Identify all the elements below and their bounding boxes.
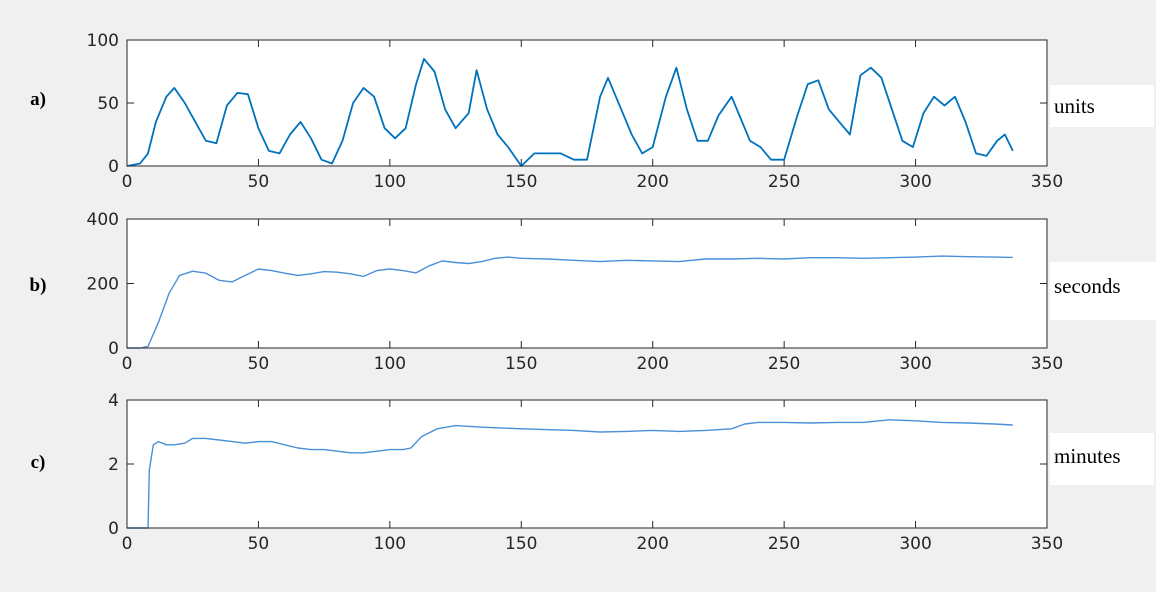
panel-b: 0 50 100 150 200 250 300 350 0 200 400 <box>87 210 1064 374</box>
x-tick-label-c: 100 <box>374 534 406 554</box>
axes-frame-c <box>126 399 1048 529</box>
y-tick-label-c: 4 <box>108 391 119 411</box>
x-tick-label-b: 250 <box>768 354 800 374</box>
y-tick-label-a: 50 <box>97 94 119 114</box>
axes-frame-b <box>126 218 1048 349</box>
x-tick-label-c: 350 <box>1031 534 1063 554</box>
panel-label-b: b) <box>8 266 68 306</box>
x-tick-label-c: 300 <box>899 534 931 554</box>
x-tick-label-a: 50 <box>248 172 270 192</box>
unit-label-c: minutes <box>1050 433 1154 485</box>
plot-area-c <box>127 400 1047 528</box>
unit-label-a: units <box>1050 85 1154 127</box>
x-tick-label-a: 250 <box>768 172 800 192</box>
panel-c: 0 50 100 150 200 250 300 350 0 2 4 <box>108 391 1063 554</box>
panel-a: 0 50 100 150 200 250 300 350 0 50 100 <box>87 31 1064 192</box>
plot-area-b <box>127 219 1047 348</box>
x-tick-label-b: 350 <box>1031 354 1063 374</box>
x-tick-label-b: 100 <box>374 354 406 374</box>
y-tick-label-a: 0 <box>108 157 119 177</box>
panel-label-c: c) <box>8 443 68 483</box>
x-tick-label-a: 0 <box>122 172 133 192</box>
x-tick-label-c: 150 <box>505 534 537 554</box>
series-line-b <box>127 255 1013 349</box>
panel-label-a: a) <box>8 80 68 120</box>
y-tick-label-c: 0 <box>108 519 119 539</box>
x-tick-label-c: 0 <box>122 534 133 554</box>
x-tick-label-c: 50 <box>248 534 270 554</box>
y-tick-label-a: 100 <box>87 31 119 51</box>
x-tick-label-b: 50 <box>248 354 270 374</box>
unit-label-b: seconds <box>1050 262 1156 320</box>
y-tick-label-c: 2 <box>108 455 119 475</box>
y-tick-label-b: 200 <box>87 275 119 295</box>
x-tick-label-a: 200 <box>636 172 668 192</box>
x-tick-label-a: 150 <box>505 172 537 192</box>
series-line-c <box>127 419 1013 529</box>
series-line-a <box>126 58 1014 167</box>
y-tick-label-b: 400 <box>87 210 119 230</box>
x-tick-label-b: 200 <box>636 354 668 374</box>
x-tick-label-a: 100 <box>374 172 406 192</box>
axes-frame-a <box>126 39 1048 167</box>
x-tick-label-c: 250 <box>768 534 800 554</box>
x-tick-label-b: 0 <box>122 354 133 374</box>
y-tick-label-b: 0 <box>108 339 119 359</box>
x-tick-label-c: 200 <box>636 534 668 554</box>
x-tick-label-a: 350 <box>1031 172 1063 192</box>
x-tick-label-b: 150 <box>505 354 537 374</box>
plot-area-a <box>127 40 1047 166</box>
x-tick-label-a: 300 <box>899 172 931 192</box>
x-tick-label-b: 300 <box>899 354 931 374</box>
